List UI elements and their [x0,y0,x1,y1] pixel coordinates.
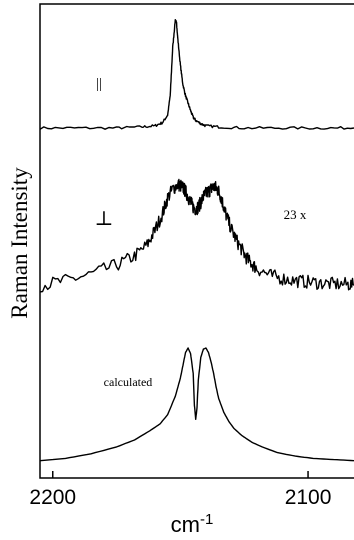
y-axis-label: Raman Intensity [7,167,32,319]
calculated-label: calculated [104,375,153,389]
spectrum-trace-2-series-1 [40,180,354,292]
x-axis-label-superscript: -1 [200,511,213,528]
scale-factor-annotation: 23 x [284,207,307,222]
spectrum-trace-1-series-1 [40,20,354,130]
spectra-traces [40,20,354,461]
x-axis-label: cm-1 [171,511,214,537]
perpendicular-polarization-label: ⊥ [95,208,114,230]
x-tick-label-2200: 2200 [29,486,76,509]
x-axis-ticks: 2200 2100 [29,471,331,509]
x-tick-label-2100: 2100 [285,486,332,509]
spectrum-trace-3-series-1 [40,348,354,461]
parallel-polarization-label: || [96,76,102,92]
